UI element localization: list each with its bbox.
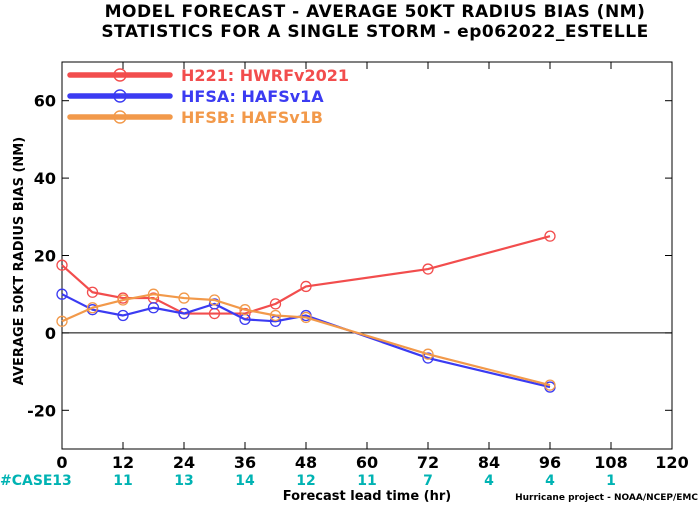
data-point: [544, 379, 556, 391]
legend-label: HFSB: HAFSv1B: [181, 108, 323, 127]
data-point: [56, 288, 68, 300]
legend-label: H221: HWRFv2021: [181, 66, 349, 85]
data-point: [117, 294, 129, 306]
data-point: [422, 263, 434, 275]
legend-marker: [113, 89, 127, 103]
legend-marker: [113, 68, 127, 82]
x-tick-label: 96: [539, 453, 561, 472]
data-point: [56, 259, 68, 271]
x-tick-label: 108: [594, 453, 627, 472]
case-count: 12: [296, 473, 315, 489]
data-point: [208, 294, 221, 306]
case-count: 13: [52, 473, 71, 489]
data-point: [56, 315, 68, 327]
y-tick-label: 40: [34, 169, 56, 188]
y-tick-label: -20: [27, 401, 56, 420]
series-line: [61, 235, 551, 315]
chart-title: MODEL FORECAST - AVERAGE 50KT RADIUS BIA…: [105, 2, 646, 22]
legend-entry-3: HFSB: HAFSv1B: [67, 108, 323, 127]
plot-frame: [61, 61, 673, 450]
case-count: 13: [174, 473, 193, 489]
data-point: [86, 286, 99, 298]
data-point: [422, 348, 434, 360]
y-tick-label: 0: [45, 324, 56, 343]
legend-entry-2: HFSA: HAFSv1A: [67, 87, 324, 106]
legend-marker: [113, 110, 127, 124]
x-tick-label: 48: [295, 453, 317, 472]
data-point: [117, 309, 129, 322]
case-count: 11: [113, 473, 132, 489]
data-point: [147, 302, 160, 314]
chart-subtitle: STATISTICS FOR A SINGLE STORM - ep062022…: [101, 22, 648, 42]
y-tick-label: 60: [34, 92, 56, 111]
x-tick-label: 12: [112, 453, 134, 472]
x-tick-label: 72: [417, 453, 439, 472]
case-count: 7: [423, 473, 433, 489]
x-tick-label: 120: [655, 453, 688, 472]
x-tick-label: 60: [356, 453, 378, 472]
case-count: 4: [484, 473, 494, 489]
data-point: [178, 292, 190, 304]
case-label: #CASE: [0, 473, 53, 489]
y-axis-label: AVERAGE 50KT RADIUS BIAS (NM): [12, 137, 27, 385]
data-point: [239, 304, 251, 316]
data-point: [300, 280, 312, 293]
data-point: [269, 298, 282, 310]
series-2: [56, 288, 556, 393]
x-tick-label: 84: [478, 453, 500, 472]
data-point: [208, 298, 221, 310]
case-count: 14: [235, 473, 255, 489]
y-tick-label: 20: [34, 247, 56, 266]
legend-label: HFSA: HAFSv1A: [181, 87, 324, 106]
x-axis-label: Forecast lead time (hr): [283, 489, 451, 504]
data-point: [178, 307, 190, 320]
case-count: 11: [357, 473, 376, 489]
series-line: [61, 293, 551, 387]
series-line: [61, 293, 551, 389]
data-point: [147, 288, 160, 300]
data-point: [269, 309, 282, 322]
series-1: [56, 230, 556, 320]
x-tick-label: 0: [56, 453, 67, 472]
data-point: [86, 302, 99, 314]
case-count: 1: [606, 473, 616, 489]
data-point: [544, 230, 556, 242]
legend-entry-1: H221: HWRFv2021: [67, 66, 349, 85]
case-count: 4: [545, 473, 555, 489]
series-3: [56, 288, 556, 391]
data-point: [300, 311, 312, 324]
x-tick-label: 36: [234, 453, 256, 472]
x-tick-label: 24: [173, 453, 195, 472]
credit-text: Hurricane project - NOAA/NCEP/EMC: [515, 493, 698, 503]
plot-area: 0 12 24 36 48 60 72 84 96 108 120 -20 0 20 40 60 H221: H…: [27, 61, 689, 489]
